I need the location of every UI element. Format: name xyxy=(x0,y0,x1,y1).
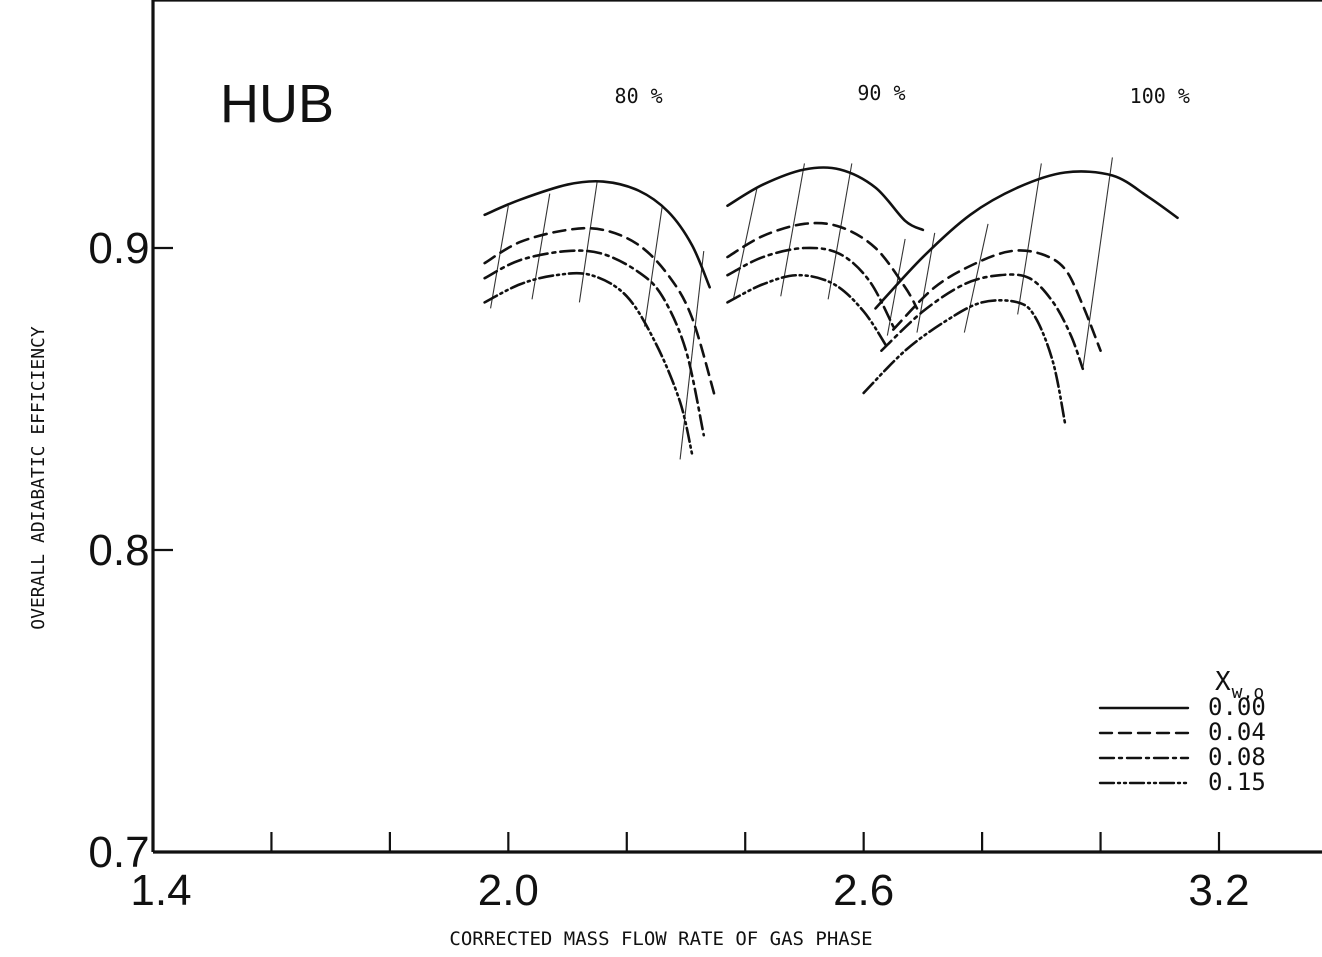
legend-label: 0.15 xyxy=(1208,768,1266,796)
series-line xyxy=(862,298,1067,425)
series-line xyxy=(726,221,919,310)
constant-condition-line xyxy=(644,205,663,327)
label-layer: 1.4 2.0 2.6 3.2 0.7 0.8 0.9 80 % 90 % 100 % xyxy=(88,81,1249,915)
series-line xyxy=(880,273,1085,371)
x-axis-label: CORRECTED MASS FLOW RATE OF GAS PHASE xyxy=(449,928,872,950)
speed-label: 90 % xyxy=(857,81,905,105)
legend-label: 0.04 xyxy=(1208,718,1266,746)
series-line xyxy=(726,273,889,349)
x-tick-label: 2.6 xyxy=(833,866,894,915)
series-line xyxy=(726,246,895,328)
speed-label: 100 % xyxy=(1130,84,1190,108)
series-line xyxy=(483,249,706,437)
constant-condition-line xyxy=(531,193,551,300)
constant-condition-line xyxy=(578,181,598,303)
constant-condition-line xyxy=(963,223,989,333)
speed-label: 80 % xyxy=(615,84,663,108)
x-tick-label: 2.0 xyxy=(478,866,539,915)
series-line xyxy=(483,226,717,401)
legend-label: 0.00 xyxy=(1208,693,1266,721)
y-axis-label: OVERALL ADIABATIC EFFICIENCY xyxy=(28,326,49,630)
legend-label: 0.08 xyxy=(1208,743,1266,771)
constant-condition-line xyxy=(732,187,758,300)
constant-condition-line xyxy=(827,163,853,300)
series-line xyxy=(891,249,1102,352)
y-tick-label: 0.8 xyxy=(88,526,149,575)
series-layer xyxy=(483,157,1179,460)
y-tick-label: 0.7 xyxy=(88,828,149,877)
tick-layer xyxy=(151,246,1221,854)
series-line xyxy=(874,170,1179,310)
constant-condition-line xyxy=(490,205,509,309)
x-tick-label: 1.4 xyxy=(130,866,191,915)
constant-condition-line xyxy=(780,163,805,297)
series-line xyxy=(483,179,711,289)
series-line xyxy=(483,271,694,455)
legend-title-subscript: w,o xyxy=(1232,682,1265,703)
constant-condition-line xyxy=(679,250,705,460)
series-line xyxy=(726,166,925,232)
constant-condition-line xyxy=(1017,163,1042,315)
constant-condition-line xyxy=(1082,157,1113,369)
panel-label: HUB xyxy=(220,74,334,134)
y-tick-label: 0.9 xyxy=(88,224,149,273)
grid-layer xyxy=(151,0,1322,854)
x-tick-label: 3.2 xyxy=(1188,866,1249,915)
